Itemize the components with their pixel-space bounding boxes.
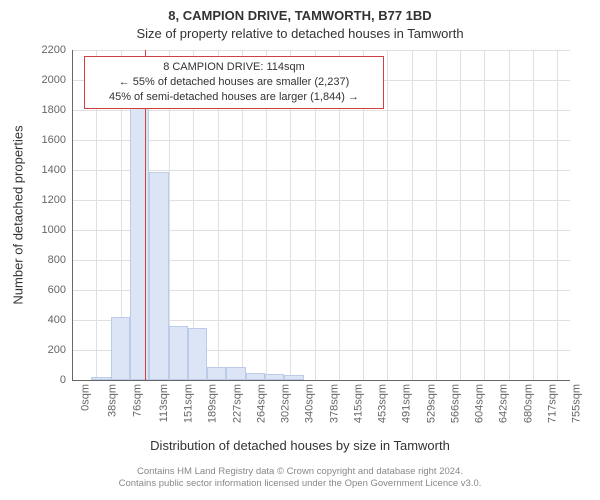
y-tick-label: 400 [48, 314, 72, 326]
y-axis-label: Number of detached properties [11, 125, 26, 304]
x-tick-label: 113sqm [158, 384, 170, 422]
x-tick-label: 38sqm [107, 384, 119, 417]
y-tick-label: 2000 [42, 74, 72, 86]
gridline-vertical [460, 50, 461, 380]
x-tick-label: 264sqm [255, 384, 267, 423]
x-tick-label: 755sqm [571, 384, 583, 423]
histogram-bar [246, 373, 265, 381]
histogram-chart: 0200400600800100012001400160018002000220… [72, 50, 570, 380]
y-tick-label: 1400 [42, 164, 72, 176]
x-tick-label: 378sqm [328, 384, 340, 423]
x-tick-label: 491sqm [401, 384, 413, 423]
x-tick-label: 566sqm [449, 384, 461, 423]
histogram-bar [188, 328, 207, 381]
x-tick-label: 189sqm [207, 384, 219, 423]
x-tick-label: 717sqm [546, 384, 558, 423]
page-subtitle: Size of property relative to detached ho… [0, 26, 600, 41]
x-axis-line [72, 380, 570, 381]
histogram-bar [149, 172, 168, 381]
footer-line2: Contains public sector information licen… [119, 478, 482, 489]
annotation-line2: ← 55% of detached houses are smaller (2,… [91, 75, 377, 90]
y-tick-label: 1600 [42, 134, 72, 146]
y-tick-label: 1000 [42, 224, 72, 236]
x-tick-label: 604sqm [474, 384, 486, 423]
gridline-vertical [436, 50, 437, 380]
y-tick-label: 1800 [42, 104, 72, 116]
gridline-vertical [412, 50, 413, 380]
y-tick-label: 800 [48, 254, 72, 266]
gridline-horizontal [72, 50, 570, 51]
x-tick-label: 340sqm [304, 384, 316, 423]
x-axis-label: Distribution of detached houses by size … [0, 438, 600, 453]
x-tick-label: 151sqm [183, 384, 195, 423]
footer-attribution: Contains HM Land Registry data © Crown c… [0, 466, 600, 491]
footer-line1: Contains HM Land Registry data © Crown c… [137, 466, 463, 477]
annotation-line1: 8 CAMPION DRIVE: 114sqm [91, 60, 377, 75]
y-axis-line [72, 50, 73, 380]
x-tick-label: 0sqm [79, 384, 91, 411]
x-tick-label: 642sqm [498, 384, 510, 423]
annotation-line3: 45% of semi-detached houses are larger (… [91, 90, 377, 105]
annotation-box: 8 CAMPION DRIVE: 114sqm← 55% of detached… [84, 56, 384, 109]
histogram-bar [169, 326, 188, 380]
gridline-vertical [557, 50, 558, 380]
x-tick-label: 453sqm [377, 384, 389, 423]
histogram-bar [207, 367, 226, 380]
y-tick-label: 200 [48, 344, 72, 356]
y-tick-label: 1200 [42, 194, 72, 206]
x-tick-label: 227sqm [231, 384, 243, 423]
gridline-vertical [484, 50, 485, 380]
histogram-bar [226, 367, 245, 381]
x-tick-label: 415sqm [352, 384, 364, 423]
gridline-vertical [387, 50, 388, 380]
gridline-vertical [509, 50, 510, 380]
x-tick-label: 529sqm [425, 384, 437, 423]
y-tick-label: 2200 [42, 44, 72, 56]
gridline-vertical [533, 50, 534, 380]
y-tick-label: 600 [48, 284, 72, 296]
x-tick-label: 76sqm [131, 384, 143, 417]
x-tick-label: 680sqm [522, 384, 534, 423]
page-title: 8, CAMPION DRIVE, TAMWORTH, B77 1BD [0, 8, 600, 23]
y-tick-label: 0 [60, 374, 72, 386]
x-tick-label: 302sqm [280, 384, 292, 423]
histogram-bar [111, 317, 130, 380]
